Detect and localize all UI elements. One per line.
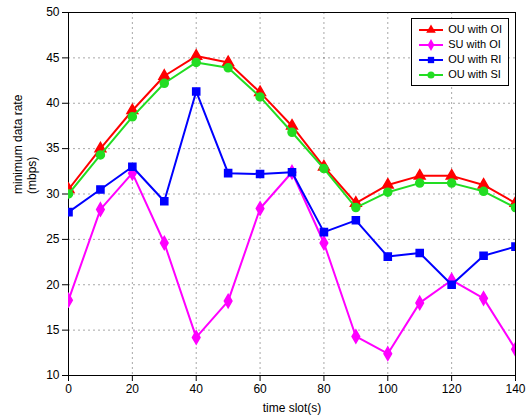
svg-text:25: 25 bbox=[46, 232, 60, 246]
svg-text:15: 15 bbox=[46, 323, 60, 337]
svg-text:35: 35 bbox=[46, 141, 60, 155]
svg-text:60: 60 bbox=[253, 382, 267, 396]
svg-text:minimum data rate(mbps): minimum data rate(mbps) bbox=[11, 94, 39, 194]
svg-text:100: 100 bbox=[378, 382, 398, 396]
svg-text:40: 40 bbox=[190, 382, 204, 396]
svg-text:20: 20 bbox=[46, 278, 60, 292]
svg-text:30: 30 bbox=[46, 187, 60, 201]
html-text:SU with OI: SU with OI bbox=[448, 38, 501, 50]
svg-text:40: 40 bbox=[46, 96, 60, 110]
svg-text:time slot(s): time slot(s) bbox=[263, 401, 322, 415]
html-text:OU with SI: OU with SI bbox=[448, 68, 501, 80]
svg-text:10: 10 bbox=[46, 368, 60, 382]
html-text:OU with OI: OU with OI bbox=[448, 23, 502, 35]
svg-text:50: 50 bbox=[46, 5, 60, 19]
svg-text:20: 20 bbox=[126, 382, 140, 396]
svg-text:120: 120 bbox=[442, 382, 462, 396]
svg-text:0: 0 bbox=[65, 382, 72, 396]
svg-text:45: 45 bbox=[46, 51, 60, 65]
svg-text:80: 80 bbox=[317, 382, 331, 396]
svg-text:140: 140 bbox=[505, 382, 525, 396]
html-text:OU with RI: OU with RI bbox=[448, 53, 502, 65]
